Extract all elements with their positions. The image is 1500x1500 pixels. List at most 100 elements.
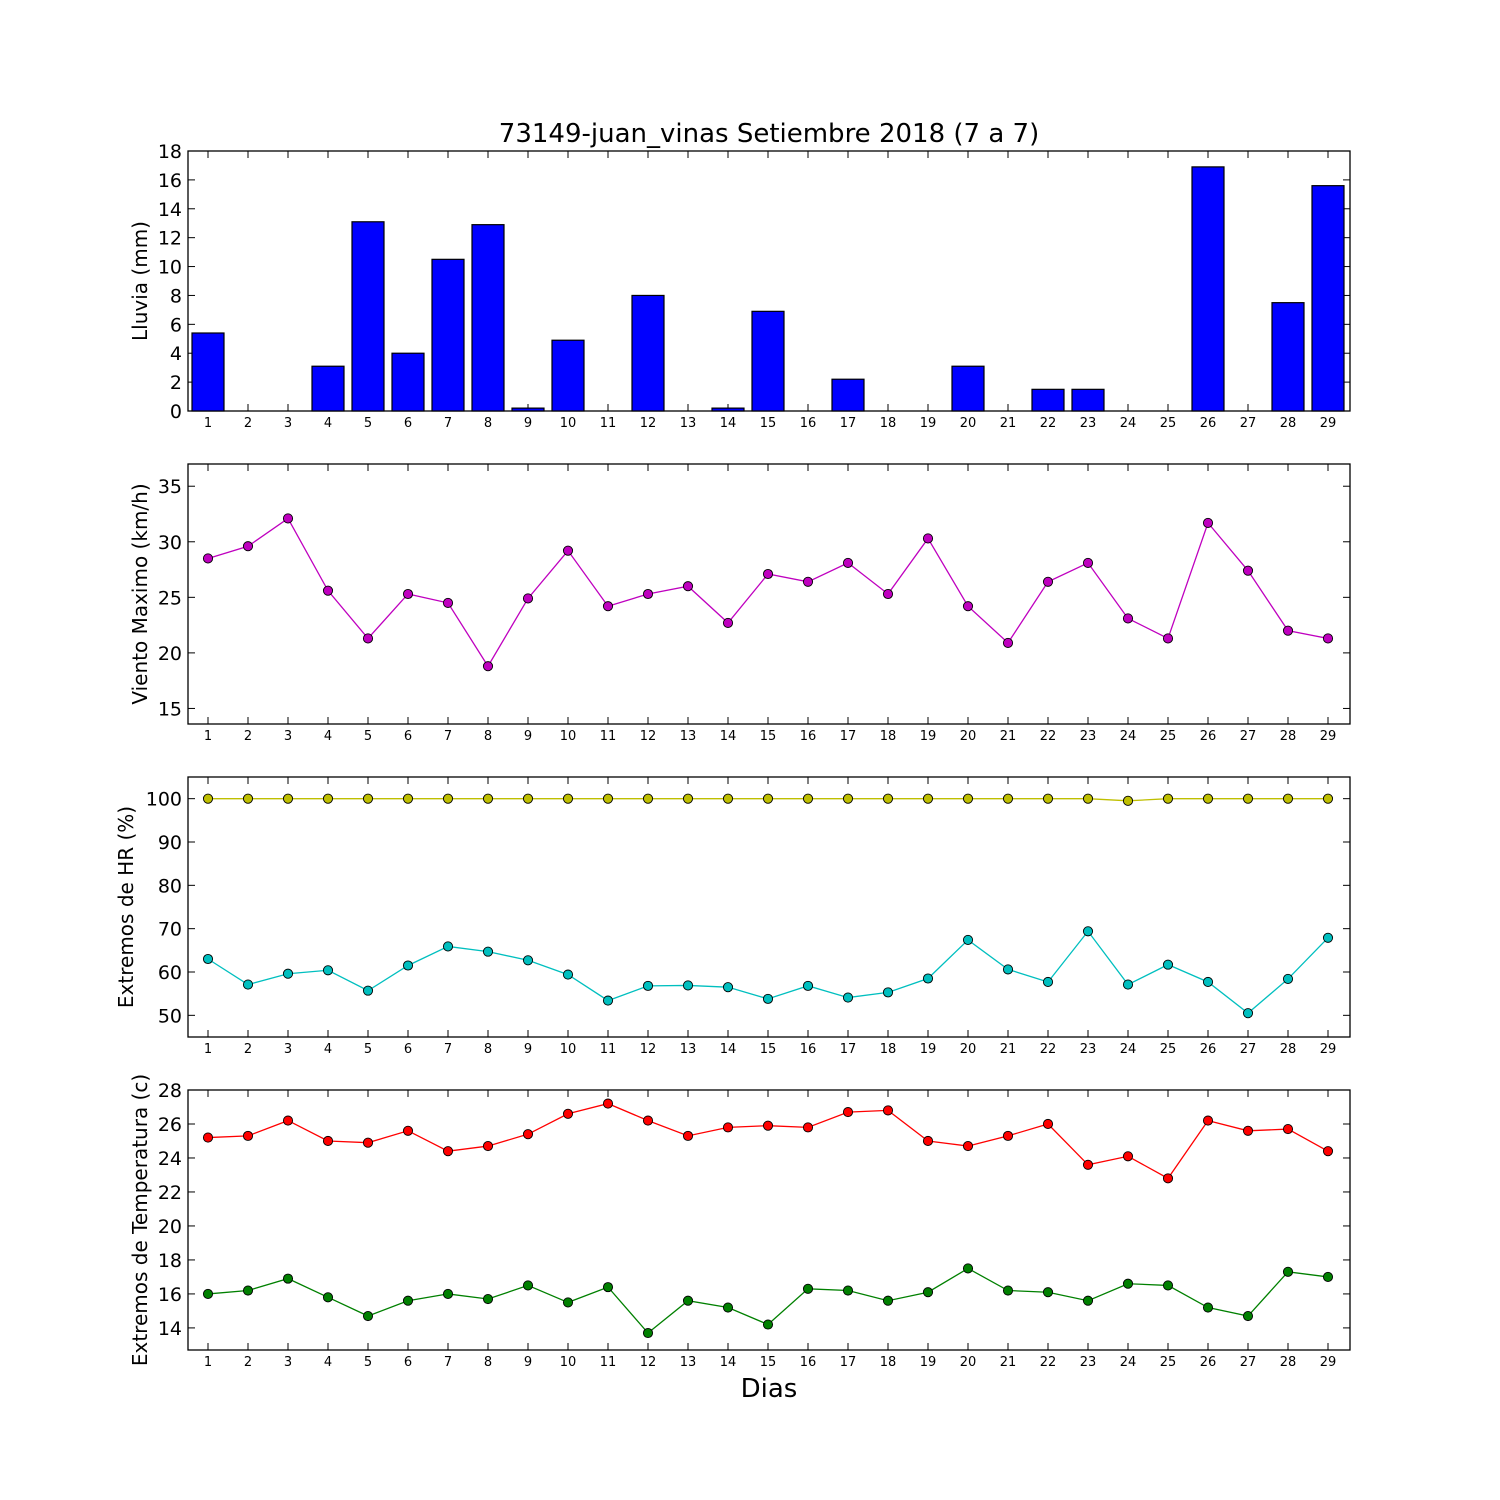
data-point bbox=[962, 1263, 974, 1274]
x-tick-label: 27 bbox=[1240, 416, 1257, 431]
bar bbox=[511, 407, 545, 412]
y-axis-label: Extremos de HR (%) bbox=[114, 806, 138, 1008]
x-tick-label: 1 bbox=[204, 1355, 212, 1370]
data-point bbox=[562, 969, 574, 980]
x-tick-label: 2 bbox=[244, 1355, 252, 1370]
x-tick-label: 4 bbox=[324, 416, 332, 431]
data-point bbox=[242, 793, 254, 804]
x-tick-label: 1 bbox=[204, 729, 212, 744]
data-point bbox=[1162, 793, 1174, 804]
bar bbox=[751, 310, 785, 412]
x-tick-label: 28 bbox=[1280, 1042, 1297, 1057]
x-tick-label: 20 bbox=[960, 1355, 977, 1370]
x-tick-label: 1 bbox=[204, 1042, 212, 1057]
data-point bbox=[1002, 1285, 1014, 1296]
y-tick-label: 15 bbox=[158, 698, 182, 720]
data-point bbox=[602, 1098, 614, 1109]
x-tick-label: 3 bbox=[284, 729, 292, 744]
data-point bbox=[922, 973, 934, 984]
x-tick-label: 21 bbox=[1000, 1042, 1017, 1057]
data-point bbox=[402, 1125, 414, 1136]
x-tick-label: 18 bbox=[880, 1042, 897, 1057]
y-tick-label: 18 bbox=[158, 1250, 182, 1272]
x-tick-label: 11 bbox=[600, 729, 617, 744]
x-tick-label: 18 bbox=[880, 729, 897, 744]
x-tick-label: 21 bbox=[1000, 729, 1017, 744]
data-point bbox=[642, 1115, 654, 1126]
x-tick-label: 3 bbox=[284, 1042, 292, 1057]
data-point bbox=[842, 793, 854, 804]
y-tick-label: 30 bbox=[158, 532, 182, 554]
x-tick-label: 25 bbox=[1160, 729, 1177, 744]
data-point bbox=[682, 581, 694, 592]
data-point bbox=[842, 1107, 854, 1118]
x-tick-label: 14 bbox=[720, 416, 737, 431]
data-point bbox=[282, 513, 294, 524]
data-point bbox=[1002, 1130, 1014, 1141]
data-point bbox=[762, 793, 774, 804]
data-point bbox=[1042, 576, 1054, 587]
data-point bbox=[1322, 932, 1334, 943]
x-tick-label: 5 bbox=[364, 1355, 372, 1370]
x-tick-label: 29 bbox=[1320, 729, 1337, 744]
y-tick-label: 28 bbox=[158, 1080, 182, 1102]
data-point bbox=[482, 1293, 494, 1305]
x-tick-label: 12 bbox=[640, 1355, 657, 1370]
x-tick-label: 24 bbox=[1120, 416, 1137, 431]
data-point bbox=[1242, 793, 1254, 804]
data-point bbox=[882, 793, 894, 804]
data-point bbox=[1162, 1173, 1174, 1184]
x-tick-label: 11 bbox=[600, 1355, 617, 1370]
data-point bbox=[442, 1146, 454, 1157]
y-tick-label: 2 bbox=[170, 372, 182, 394]
x-tick-label: 2 bbox=[244, 416, 252, 431]
x-tick-label: 7 bbox=[444, 729, 452, 744]
x-tick-label: 9 bbox=[524, 729, 532, 744]
data-point bbox=[562, 793, 574, 804]
x-tick-label: 21 bbox=[1000, 1355, 1017, 1370]
data-point bbox=[482, 793, 494, 804]
x-tick-label: 12 bbox=[640, 1042, 657, 1057]
data-point bbox=[402, 1295, 414, 1306]
data-point bbox=[602, 1282, 614, 1293]
data-point bbox=[522, 593, 534, 604]
data-point bbox=[1042, 793, 1054, 804]
data-point bbox=[1282, 625, 1294, 636]
data-point bbox=[402, 793, 414, 804]
bar bbox=[1031, 388, 1065, 412]
data-point bbox=[1002, 793, 1014, 804]
x-tick-label: 6 bbox=[404, 1355, 412, 1370]
data-point bbox=[722, 982, 734, 993]
x-tick-label: 4 bbox=[324, 729, 332, 744]
bar bbox=[191, 332, 225, 412]
x-axis-label: Dias bbox=[741, 1374, 798, 1404]
y-axis-label: Lluvia (mm) bbox=[128, 221, 152, 341]
data-point bbox=[1122, 979, 1134, 990]
bar bbox=[1271, 302, 1305, 412]
data-point bbox=[1122, 613, 1134, 624]
data-point bbox=[202, 793, 214, 804]
y-tick-label: 26 bbox=[158, 1114, 182, 1136]
y-tick-label: 24 bbox=[158, 1148, 182, 1170]
x-tick-label: 29 bbox=[1320, 1042, 1337, 1057]
x-tick-label: 27 bbox=[1240, 729, 1257, 744]
x-tick-label: 27 bbox=[1240, 1042, 1257, 1057]
x-tick-label: 22 bbox=[1040, 1355, 1057, 1370]
data-point bbox=[1042, 976, 1054, 988]
data-point bbox=[962, 934, 974, 945]
data-point bbox=[762, 1319, 774, 1330]
y-tick-label: 50 bbox=[158, 1005, 182, 1027]
data-point bbox=[1082, 926, 1094, 937]
bar bbox=[311, 365, 345, 412]
bar bbox=[431, 258, 465, 412]
data-point bbox=[1282, 973, 1294, 984]
x-tick-label: 11 bbox=[600, 416, 617, 431]
data-point bbox=[1162, 633, 1174, 644]
y-tick-label: 25 bbox=[158, 587, 182, 609]
data-point bbox=[1002, 964, 1014, 975]
x-tick-label: 4 bbox=[324, 1355, 332, 1370]
data-point bbox=[1082, 793, 1094, 804]
data-point bbox=[282, 1273, 294, 1284]
data-point bbox=[1282, 793, 1294, 804]
